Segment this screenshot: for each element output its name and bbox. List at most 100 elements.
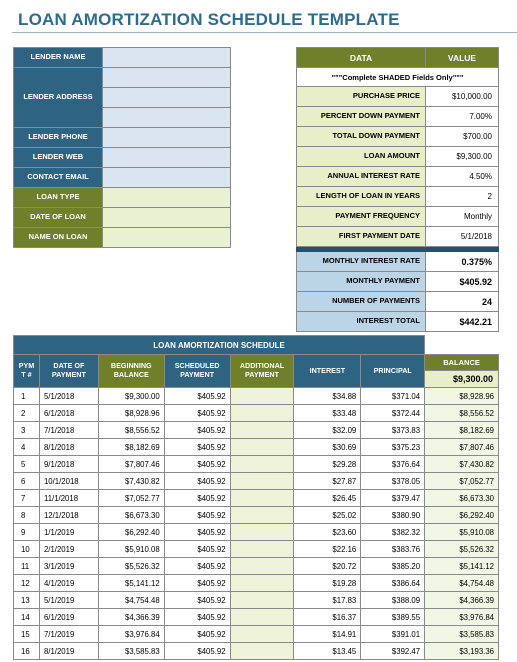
additional-payment-cell[interactable] xyxy=(229,404,295,422)
table-row: 13 5/1/2019 $4,754.48 $405.92 $17.83 $388.09 $… xyxy=(13,591,499,609)
interest-cell: $32.09 xyxy=(293,421,362,439)
loan-amount-label: LOAN AMOUNT xyxy=(296,146,426,167)
scheduled-payment-cell: $405.92 xyxy=(163,421,231,439)
starting-balance: $9,300.00 xyxy=(424,370,499,388)
additional-payment-cell[interactable] xyxy=(229,472,295,490)
col-header-scheduled-payment: SCHEDULED PAYMENT xyxy=(163,354,231,388)
additional-payment-cell[interactable] xyxy=(229,387,295,405)
additional-payment-cell[interactable] xyxy=(229,506,295,524)
payment-number-cell: 3 xyxy=(13,421,40,439)
payment-number-cell: 16 xyxy=(13,642,40,660)
scheduled-payment-cell: $405.92 xyxy=(163,625,231,643)
first-payment-date-value[interactable]: 5/1/2018 xyxy=(425,226,499,247)
scheduled-payment-cell: $405.92 xyxy=(163,455,231,473)
payment-number-cell: 9 xyxy=(13,523,40,541)
percent-down-value[interactable]: 7.00% xyxy=(425,106,499,127)
beginning-balance-cell: $8,556.52 xyxy=(97,421,165,439)
balance-cell: $3,585.83 xyxy=(424,625,499,643)
principal-cell: $379.47 xyxy=(360,489,426,507)
balance-cell: $8,928.96 xyxy=(424,387,499,405)
additional-payment-cell[interactable] xyxy=(229,574,295,592)
payment-frequency-value[interactable]: Monthly xyxy=(425,206,499,227)
table-row: 1 5/1/2018 $9,300.00 $405.92 $34.88 $371.04 $8… xyxy=(13,387,499,405)
payment-number-cell: 1 xyxy=(13,387,40,405)
principal-cell: $372.44 xyxy=(360,404,426,422)
payment-number-cell: 8 xyxy=(13,506,40,524)
scheduled-payment-cell: $405.92 xyxy=(163,472,231,490)
table-row: 9 1/1/2019 $6,292.40 $405.92 $23.60 $382.32 $5… xyxy=(13,523,499,541)
additional-payment-cell[interactable] xyxy=(229,540,295,558)
payment-date-cell: 7/1/2018 xyxy=(38,421,99,439)
interest-cell: $27.87 xyxy=(293,472,362,490)
title-divider xyxy=(12,32,517,33)
additional-payment-cell[interactable] xyxy=(229,642,295,660)
lender-name-field[interactable] xyxy=(102,47,231,68)
additional-payment-cell[interactable] xyxy=(229,489,295,507)
additional-payment-cell[interactable] xyxy=(229,523,295,541)
beginning-balance-cell: $4,366.39 xyxy=(97,608,165,626)
table-row: 7 11/1/2018 $7,052.77 $405.92 $26.45 $379.47 $… xyxy=(13,489,499,507)
additional-payment-cell[interactable] xyxy=(229,625,295,643)
lender-phone-field[interactable] xyxy=(102,127,231,148)
contact-email-field[interactable] xyxy=(102,167,231,188)
purchase-price-value[interactable]: $10,000.00 xyxy=(425,86,499,107)
lender-name-label: LENDER NAME xyxy=(13,47,103,68)
table-row: 6 10/1/2018 $7,430.82 $405.92 $27.87 $378.05 $… xyxy=(13,472,499,490)
balance-cell: $7,807.46 xyxy=(424,438,499,456)
payment-date-cell: 6/1/2018 xyxy=(38,404,99,422)
principal-cell: $391.01 xyxy=(360,625,426,643)
name-on-loan-field[interactable] xyxy=(102,227,231,248)
beginning-balance-cell: $5,526.32 xyxy=(97,557,165,575)
balance-cell: $3,976.84 xyxy=(424,608,499,626)
scheduled-payment-cell: $405.92 xyxy=(163,574,231,592)
loan-length-value[interactable]: 2 xyxy=(425,186,499,207)
interest-cell: $30.69 xyxy=(293,438,362,456)
date-of-loan-label: DATE OF LOAN xyxy=(13,207,103,228)
additional-payment-cell[interactable] xyxy=(229,591,295,609)
col-header-beginning-balance: BEGINNING BALANCE xyxy=(97,354,165,388)
balance-cell: $7,430.82 xyxy=(424,455,499,473)
payment-number-cell: 10 xyxy=(13,540,40,558)
balance-cell: $6,673.30 xyxy=(424,489,499,507)
interest-cell: $34.88 xyxy=(293,387,362,405)
additional-payment-cell[interactable] xyxy=(229,557,295,575)
payment-number-cell: 15 xyxy=(13,625,40,643)
loan-type-field[interactable] xyxy=(102,187,231,208)
lender-address-label: LENDER ADDRESS xyxy=(13,67,103,128)
lender-web-field[interactable] xyxy=(102,147,231,168)
col-header-payment-number: PYM T # xyxy=(13,354,40,388)
table-row: 5 9/1/2018 $7,807.46 $405.92 $29.28 $376.64 $7… xyxy=(13,455,499,473)
percent-down-label: PERCENT DOWN PAYMENT xyxy=(296,106,426,127)
date-of-loan-field[interactable] xyxy=(102,207,231,228)
annual-rate-value[interactable]: 4.50% xyxy=(425,166,499,187)
table-row: 14 6/1/2019 $4,366.39 $405.92 $16.37 $389.55 $… xyxy=(13,608,499,626)
amortization-schedule-table: LOAN AMORTIZATION SCHEDULE PYM T # DATE … xyxy=(12,335,499,660)
additional-payment-cell[interactable] xyxy=(229,421,295,439)
lender-address-line-2[interactable] xyxy=(102,87,231,108)
scheduled-payment-cell: $405.92 xyxy=(163,489,231,507)
payment-date-cell: 3/1/2019 xyxy=(38,557,99,575)
principal-cell: $389.55 xyxy=(360,608,426,626)
additional-payment-cell[interactable] xyxy=(229,438,295,456)
principal-cell: $375.23 xyxy=(360,438,426,456)
payment-date-cell: 5/1/2019 xyxy=(38,591,99,609)
loan-length-label: LENGTH OF LOAN IN YEARS xyxy=(296,186,426,207)
scheduled-payment-cell: $405.92 xyxy=(163,557,231,575)
payment-number-cell: 5 xyxy=(13,455,40,473)
payment-date-cell: 5/1/2018 xyxy=(38,387,99,405)
scheduled-payment-cell: $405.92 xyxy=(163,608,231,626)
monthly-payment-value: $405.92 xyxy=(425,271,499,292)
scheduled-payment-cell: $405.92 xyxy=(163,438,231,456)
interest-cell: $26.45 xyxy=(293,489,362,507)
interest-cell: $17.83 xyxy=(293,591,362,609)
lender-address-line-1[interactable] xyxy=(102,67,231,88)
additional-payment-cell[interactable] xyxy=(229,608,295,626)
page-title: LOAN AMORTIZATION SCHEDULE TEMPLATE xyxy=(18,10,400,29)
lender-address-line-3[interactable] xyxy=(102,107,231,128)
additional-payment-cell[interactable] xyxy=(229,455,295,473)
table-row: 11 3/1/2019 $5,526.32 $405.92 $20.72 $385.20 $… xyxy=(13,557,499,575)
interest-cell: $29.28 xyxy=(293,455,362,473)
scheduled-payment-cell: $405.92 xyxy=(163,506,231,524)
table-row: 12 4/1/2019 $5,141.12 $405.92 $19.28 $386.64 $… xyxy=(13,574,499,592)
payment-number-cell: 7 xyxy=(13,489,40,507)
